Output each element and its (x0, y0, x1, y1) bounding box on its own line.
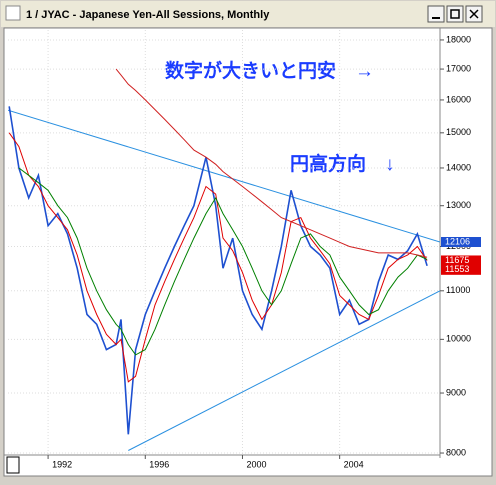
y-tick-label: 10000 (446, 334, 471, 344)
y-tick-label: 11000 (446, 285, 470, 295)
x-tick-label: 1996 (149, 459, 169, 469)
close-icon (469, 9, 479, 19)
series-line (115, 68, 428, 258)
maximize-icon (450, 9, 460, 19)
y-tick-label: 17000 (446, 63, 471, 73)
series-line (8, 132, 428, 383)
y-tick-label: 13000 (446, 200, 471, 210)
x-tick-label: 2004 (344, 459, 364, 469)
annotation: 円高方向 ↓ (290, 152, 395, 175)
chart-area (3, 27, 493, 477)
window-icon[interactable] (5, 5, 21, 21)
y-tick-label: 14000 (446, 162, 471, 172)
maximize-button[interactable] (446, 5, 464, 23)
y-tick-label: 15000 (446, 127, 471, 137)
x-tick-label: 1992 (52, 459, 72, 469)
scroll-box[interactable] (6, 456, 20, 474)
series-line (8, 106, 428, 435)
value-tag-label: 12106 (445, 236, 470, 246)
y-tick-label: 18000 (446, 34, 471, 44)
y-tick-label: 9000 (446, 387, 466, 397)
y-tick-label: 8000 (446, 447, 466, 457)
value-tag-label: 11553 (445, 264, 469, 274)
value-tag (441, 237, 481, 248)
plot: 8000900010000110001200013000140001500016… (8, 30, 481, 469)
annotation: 数字が大きいと円安 → (165, 59, 374, 82)
value-tag (441, 264, 481, 275)
value-tag-label: 11675 (445, 255, 469, 265)
x-tick-label: 2000 (246, 459, 266, 469)
trendline (8, 109, 440, 243)
trendline (128, 290, 440, 451)
minimize-button[interactable] (427, 5, 445, 23)
value-tag (441, 255, 481, 266)
series-line (18, 167, 428, 356)
title-bar (1, 1, 495, 27)
chart-title: 1 / JYAC - Japanese Yen-All Sessions, Mo… (26, 9, 270, 21)
y-tick-label: 16000 (446, 94, 471, 104)
